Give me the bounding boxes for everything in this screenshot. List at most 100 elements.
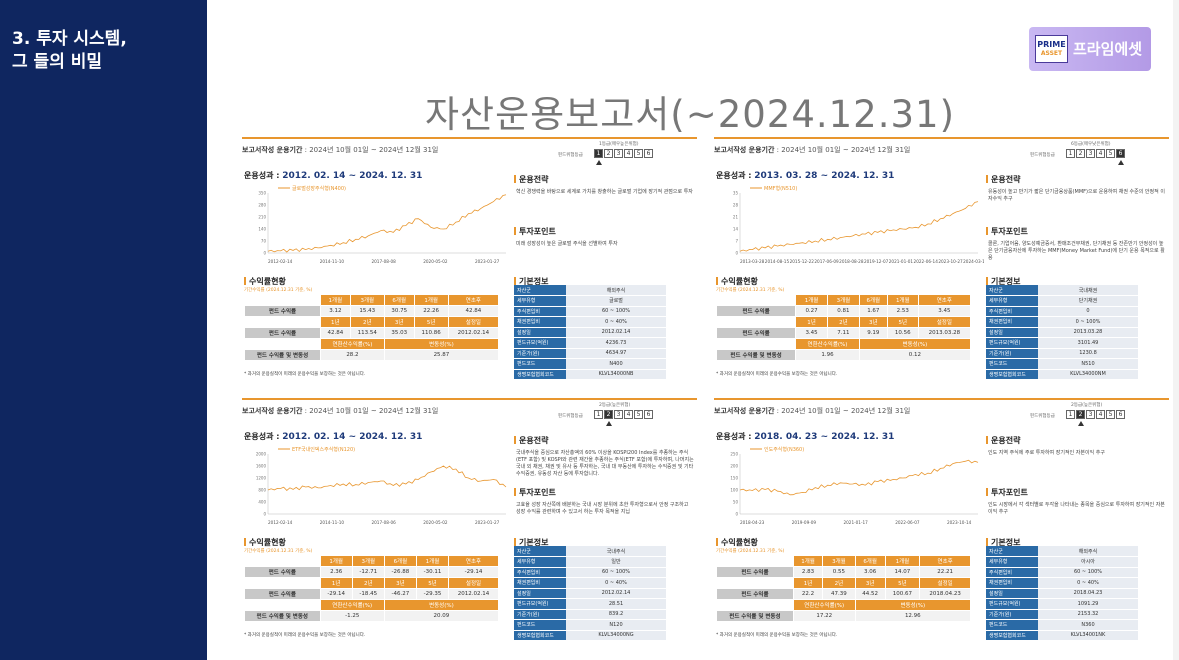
strategy-heading: 운용전략 [986, 174, 1020, 185]
basic-key: 펀드코드 [986, 619, 1038, 631]
period-header: 연초후 [919, 555, 971, 567]
strategy-text: 혁신 경쟁력을 바탕으로 세계로 가치를 창출하는 글로벌 기업에 장기적 관점… [516, 189, 693, 195]
orange-rule [242, 398, 697, 400]
row-label: 펀드 수익률 및 변동성 [244, 610, 321, 622]
returns-table: 1개월 3개월 6개월 1개월 연초후 펀드 수익률 2.36 -12.71 -26.88 -30… [244, 555, 500, 622]
basic-value: 0 ~ 40% [566, 577, 666, 589]
basic-value: N400 [566, 358, 666, 370]
report-period: 보고서작성 운용기간 : 2024년 10월 01일 ~ 2024년 12월 3… [242, 407, 439, 415]
period-header: 연초후 [448, 555, 499, 567]
period-header: 1개월 [319, 555, 353, 567]
risk-level-5: 5 [1106, 410, 1115, 419]
y-tick-label: 140 [258, 227, 266, 232]
logo-text: 프라임에셋 [1073, 40, 1143, 58]
basic-key: 자산군 [986, 285, 1038, 296]
risk-level-4: 4 [1096, 410, 1105, 419]
period-header: 2년 [351, 577, 385, 589]
row-label: 펀드 수익률 [244, 588, 321, 600]
basic-value: 60 ~ 100% [566, 306, 666, 317]
risk-pointer-icon [1118, 160, 1124, 165]
basic-key: 채권편입비 [986, 577, 1038, 589]
returns-heading: 수익률현황 [716, 537, 758, 548]
return-value: 3.45 [917, 305, 972, 317]
basic-key: 자산군 [514, 285, 566, 296]
returns-subheading: 기간수익률 (2024.12.31 기준, %) [716, 288, 785, 293]
basic-value: 0 ~ 40% [566, 316, 666, 328]
performance-chart: 인도주식형(N360) 2018-04-23 2019-09-09 2021-01-1… [722, 444, 984, 528]
basic-value: 0 [1038, 306, 1138, 317]
basic-key: 설정일 [986, 588, 1038, 599]
basic-key: 펀드규모(억원) [514, 337, 566, 349]
return-value: 113.54 [349, 327, 385, 339]
risk-level-3: 3 [614, 149, 623, 158]
returns-heading: 수익률현황 [716, 276, 758, 287]
y-tick-label: 0 [263, 251, 266, 256]
risk-level-3: 3 [614, 410, 623, 419]
performance-chart: 글로벌성장주식형(N400) 2012-02-14 2014-11-10 2017-0… [250, 183, 512, 267]
blank-cell [715, 294, 797, 306]
basic-value: 28.51 [566, 598, 666, 610]
return-value: 3.45 [795, 327, 828, 339]
row-label: 펀드 수익률 및 변동성 [715, 349, 797, 361]
return-value: 3.06 [854, 566, 886, 578]
return-value: 15.43 [349, 305, 385, 317]
x-tick-label: 2017-08-08 [371, 259, 396, 264]
point-heading: 투자포인트 [514, 226, 556, 237]
x-tick-label: 2023-01-27 [475, 520, 500, 525]
basic-value: KLVL34000NG [566, 630, 666, 641]
returns-subheading: 기간수익률 (2024.12.31 기준, %) [244, 288, 313, 293]
basic-value: 4236.73 [566, 337, 666, 349]
basic-value: 0 ~ 40% [1038, 577, 1138, 589]
return-value: -1.25 [319, 610, 385, 622]
risk-level-6: 6 [1116, 149, 1125, 158]
basic-value: 국내채권 [1038, 285, 1138, 296]
period-header: 연환산수익률(%) [320, 338, 385, 350]
risk-note: 2등급(높은위험) [599, 403, 631, 408]
orange-rule [714, 137, 1169, 139]
point-text: 고효율 성장 자산쪽에 배분하는 국내 시장 분위에 초한 투자형으로서 안정 … [516, 502, 689, 515]
footnote: * 과거의 운용실적이 미래의 운용수익을 보장하는 것은 아닙니다. [716, 372, 838, 377]
point-text: 콜론, 기업어음, 양도성예금증서, 환매조건부채권, 단기채권 등 잔존만기 … [988, 241, 1165, 261]
y-tick-label: 0 [735, 251, 738, 256]
risk-pointer-icon [1078, 421, 1084, 426]
point-heading: 투자포인트 [986, 226, 1028, 237]
row-label: 펀드 수익률 [716, 588, 794, 600]
basic-value: 60 ~ 100% [1038, 567, 1138, 578]
footnote: * 과거의 운용실적이 미래의 운용수익을 보장하는 것은 아닙니다. [244, 372, 366, 377]
basic-value: 2012.02.14 [566, 588, 666, 599]
blank-cell [716, 577, 794, 589]
returns-table: 1개월 3개월 6개월 1개월 연초후 펀드 수익률 2.83 0.55 3.06 14.07 22… [716, 555, 972, 622]
x-tick-label: 2017-08-06 [371, 520, 396, 525]
basic-key: 기준가(원) [514, 348, 566, 359]
x-tick-label: 2018-04-23 [740, 520, 765, 525]
period-header: 연환산수익률(%) [792, 599, 856, 611]
performance-chart: ETF국내인덱스주식형(N120) 2012-02-14 2014-11-10 201… [250, 444, 512, 528]
y-tick-label: 2000 [256, 452, 267, 457]
x-tick-label: 2022-06-07 [895, 520, 920, 525]
risk-level-1: 1 [1066, 149, 1075, 158]
basic-key: 펀드코드 [514, 358, 566, 370]
return-value: 1.96 [795, 349, 860, 361]
basic-value: KLVL34001NK [1038, 630, 1138, 641]
fund-report-panel-1: 보고서작성 운용기간 : 2024년 10월 01일 ~ 2024년 12월 3… [242, 137, 697, 393]
x-tick-label: 2023-10-27 [938, 259, 963, 264]
x-tick-label: 2014-08-15 [765, 259, 790, 264]
report-period: 보고서작성 운용기간 : 2024년 10월 01일 ~ 2024년 12월 3… [242, 146, 439, 154]
returns-table: 1개월 3개월 6개월 1개월 연초후 펀드 수익률 3.12 15.43 30.75 22.26… [244, 294, 500, 361]
y-tick-label: 0 [735, 512, 738, 517]
basic-key: 설정일 [514, 588, 566, 599]
return-value: -18.45 [351, 588, 385, 600]
risk-level-4: 4 [1096, 149, 1105, 158]
y-tick-label: 800 [258, 488, 266, 493]
basic-key: 설정일 [514, 327, 566, 338]
return-value: 47.39 [822, 588, 856, 600]
x-tick-label: 2014-11-10 [320, 520, 345, 525]
return-value: -29.35 [415, 588, 450, 600]
period-header: 설정일 [447, 316, 500, 328]
performance-heading: 운용성과 : 2018. 04. 23 ~ 2024. 12. 31 [716, 432, 895, 442]
basic-key: 세부유형 [514, 295, 566, 307]
risk-level-5: 5 [1106, 149, 1115, 158]
y-tick-label: 7 [735, 239, 738, 244]
period-header: 변동성(%) [383, 338, 500, 350]
